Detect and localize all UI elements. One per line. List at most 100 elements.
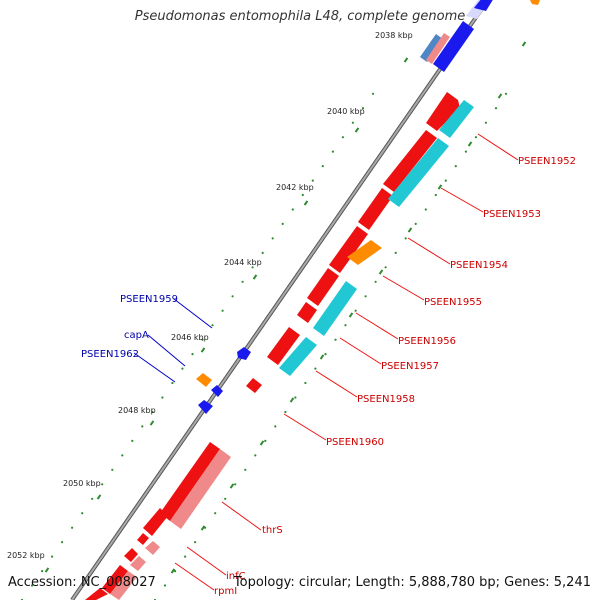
tick-dot bbox=[434, 193, 437, 197]
gene-label[interactable]: thrS bbox=[262, 525, 283, 536]
gene-arrow[interactable] bbox=[102, 565, 128, 594]
gene-label[interactable]: PSEEN1955 bbox=[424, 297, 482, 308]
tick-label: 2044 kbp bbox=[224, 258, 262, 267]
gene-arrow[interactable] bbox=[267, 327, 300, 365]
gene-arrow[interactable] bbox=[110, 571, 137, 600]
gene-arrow[interactable] bbox=[420, 34, 443, 62]
gene-arrow[interactable] bbox=[196, 373, 212, 387]
gene-label[interactable]: PSEEN1960 bbox=[326, 437, 384, 448]
label-leaders-forward bbox=[174, 133, 519, 591]
tick-dot bbox=[163, 584, 167, 587]
gene-arrow[interactable] bbox=[237, 347, 251, 360]
gene-arrow[interactable] bbox=[474, 0, 494, 11]
tick-dot bbox=[224, 497, 227, 500]
gene-arrow[interactable] bbox=[439, 100, 474, 138]
gene-arrow[interactable] bbox=[433, 21, 474, 72]
gene-label[interactable]: PSEEN1959 bbox=[120, 294, 178, 305]
gene-arrow[interactable] bbox=[160, 442, 220, 521]
tick-dot bbox=[241, 280, 244, 283]
tick-label: 2042 kbp bbox=[276, 183, 314, 192]
gene-label[interactable]: PSEEN1952 bbox=[518, 156, 576, 167]
gene-arrow[interactable] bbox=[211, 385, 223, 397]
tick-dot bbox=[161, 396, 164, 399]
gene-label[interactable]: PSEEN1958 bbox=[357, 394, 415, 405]
gene-arrow[interactable] bbox=[246, 378, 262, 393]
tick-dot bbox=[494, 107, 498, 110]
accession-label: Accession: NC_008027 bbox=[8, 575, 156, 590]
tick-dot bbox=[61, 541, 64, 544]
gene-label[interactable]: infC bbox=[226, 571, 246, 582]
gene-arrow[interactable] bbox=[307, 268, 339, 306]
gene-arrow[interactable] bbox=[279, 337, 317, 376]
gene-labels-reverse: PSEEN1959 capA PSEEN1962 bbox=[81, 294, 178, 360]
label-leaders-reverse bbox=[133, 298, 213, 383]
tick-dot bbox=[221, 309, 224, 312]
gene-arrow[interactable] bbox=[388, 138, 449, 207]
tick-mark bbox=[200, 525, 206, 531]
tick-label: 2052 kbp bbox=[7, 551, 45, 560]
tick-mark bbox=[303, 200, 309, 206]
gene-label[interactable]: PSEEN1953 bbox=[483, 209, 541, 220]
gene-arrow[interactable] bbox=[530, 0, 540, 5]
gene-arrow[interactable] bbox=[358, 188, 393, 230]
tick-dot bbox=[294, 396, 297, 399]
tick-mark bbox=[200, 347, 206, 353]
tick-dot bbox=[181, 367, 184, 370]
gene-label[interactable]: PSEEN1954 bbox=[450, 260, 508, 271]
tick-dot bbox=[284, 410, 287, 414]
gene-arrow[interactable] bbox=[143, 508, 168, 536]
tick-mark bbox=[96, 494, 102, 500]
tick-dot bbox=[321, 165, 324, 168]
tick-mark bbox=[497, 93, 503, 99]
tick-dot bbox=[264, 439, 267, 442]
tick-dot bbox=[364, 295, 367, 298]
gene-arrow[interactable] bbox=[329, 226, 368, 273]
tick-dot bbox=[424, 208, 427, 211]
gene-arrow[interactable] bbox=[130, 556, 146, 571]
tick-dot bbox=[184, 555, 187, 558]
gene-label[interactable]: rpmI bbox=[214, 586, 237, 597]
gene-arrow[interactable] bbox=[313, 281, 357, 336]
gene-label[interactable]: PSEEN1956 bbox=[398, 336, 456, 347]
tick-dot bbox=[351, 121, 354, 124]
gene-arrow[interactable] bbox=[347, 240, 382, 265]
gene-labels-forward: PSEEN1952 PSEEN1953 PSEEN1954 PSEEN1955 … bbox=[214, 156, 576, 597]
gene-arrow[interactable] bbox=[170, 449, 231, 529]
gene-label[interactable]: PSEEN1962 bbox=[81, 349, 139, 360]
gene-arrow[interactable] bbox=[198, 400, 213, 414]
tick-mark bbox=[252, 274, 258, 280]
tick-dot bbox=[214, 512, 217, 515]
tick-mark bbox=[289, 397, 295, 403]
gene-arrow[interactable] bbox=[137, 533, 149, 545]
gene-arrow[interactable] bbox=[426, 33, 450, 64]
tick-rings bbox=[20, 41, 527, 600]
tick-dot bbox=[244, 468, 247, 471]
tick-dot bbox=[354, 309, 357, 312]
tick-dot bbox=[141, 425, 144, 428]
tick-dot bbox=[174, 570, 177, 573]
tick-dot bbox=[341, 136, 344, 139]
gene-arrow[interactable] bbox=[297, 302, 317, 323]
tick-dot bbox=[504, 92, 508, 95]
gene-arrow[interactable] bbox=[383, 130, 437, 192]
tick-mark bbox=[521, 41, 527, 47]
gene-arrow[interactable] bbox=[426, 92, 460, 131]
gene-arrow[interactable] bbox=[145, 541, 160, 555]
tick-mark bbox=[170, 568, 176, 574]
tick-mark bbox=[348, 312, 354, 318]
tick-dot bbox=[474, 136, 477, 139]
tick-dot bbox=[484, 121, 487, 124]
gene-arrow[interactable] bbox=[85, 588, 108, 600]
tick-dot bbox=[254, 454, 257, 457]
tick-mark bbox=[437, 184, 443, 190]
tick-mark bbox=[149, 420, 155, 426]
gene-arrow[interactable] bbox=[124, 548, 138, 562]
genome-stats-label: Topology: circular; Length: 5,888,780 bp… bbox=[233, 575, 591, 590]
gene-label[interactable]: PSEEN1957 bbox=[381, 361, 439, 372]
gene-label[interactable]: capA bbox=[124, 330, 149, 341]
tick-dot bbox=[414, 222, 417, 225]
tick-mark bbox=[229, 483, 235, 489]
tick-dot bbox=[374, 280, 377, 283]
tick-mark bbox=[44, 567, 50, 573]
